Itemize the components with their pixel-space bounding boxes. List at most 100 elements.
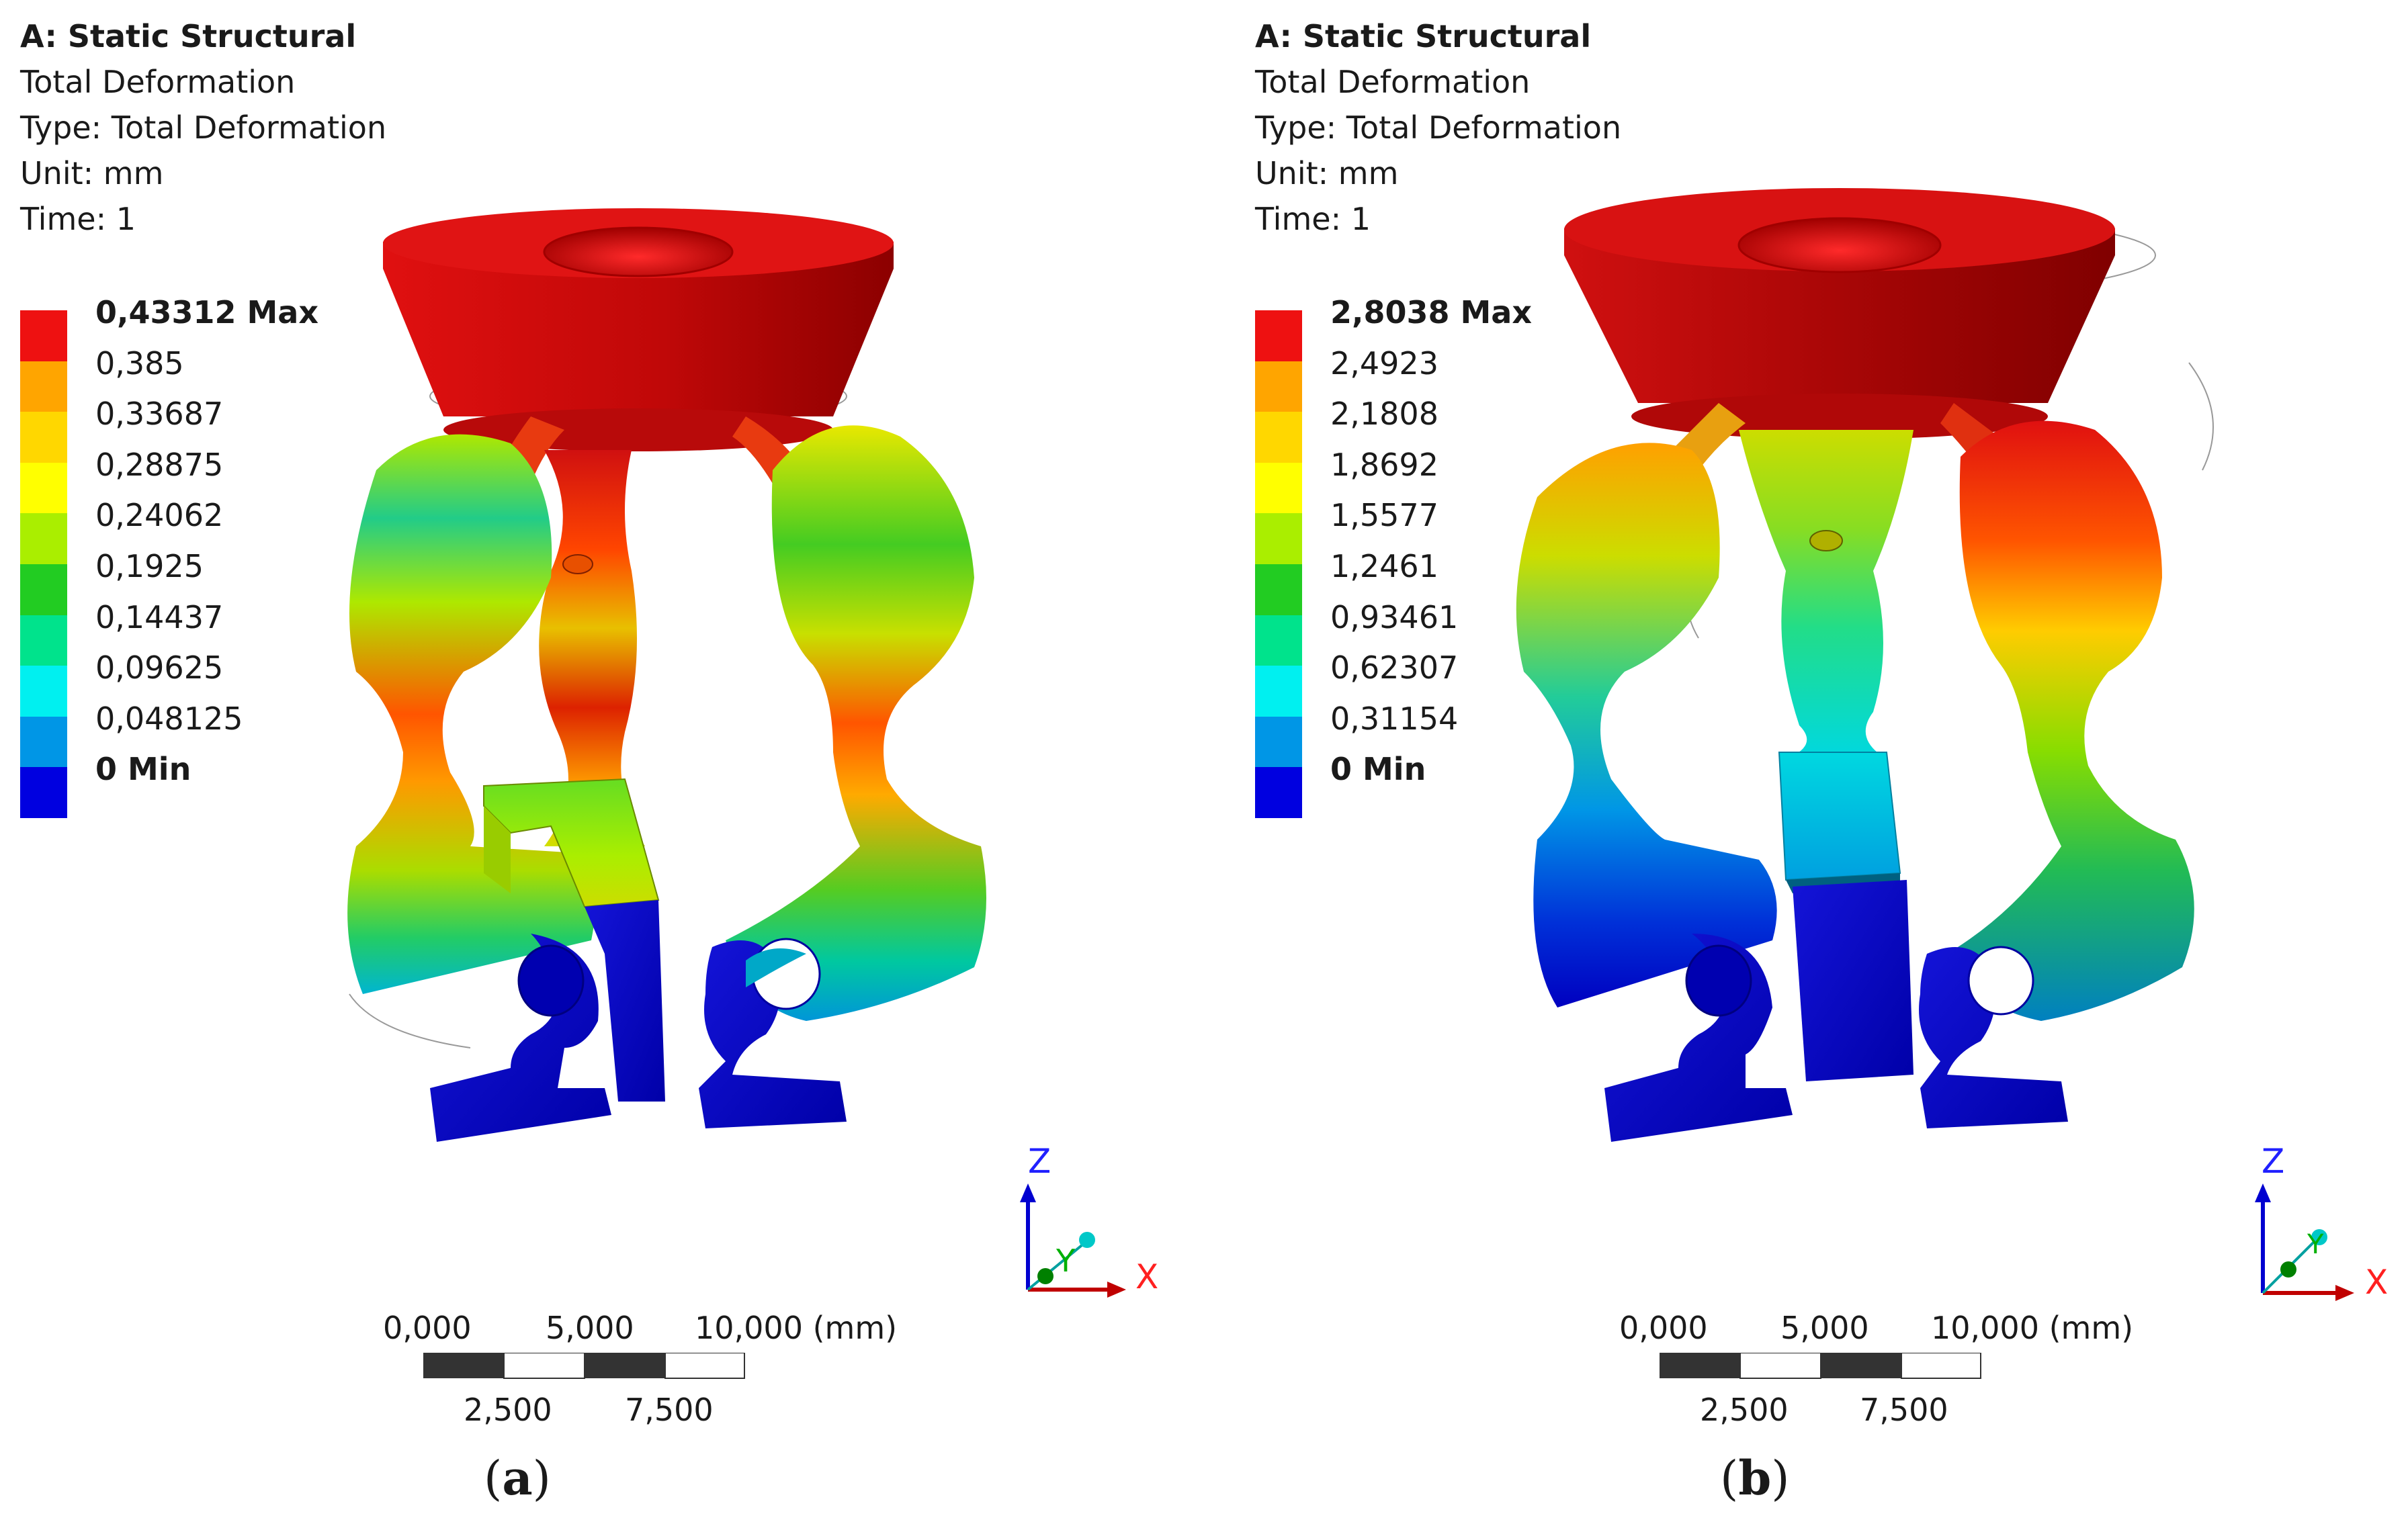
axis-y-label: Y [1056, 1243, 1076, 1279]
legend-swatch [1255, 564, 1302, 615]
scale-tick: 10,000 (mm) [695, 1310, 898, 1346]
center-base [585, 900, 665, 1102]
result-unit: Unit: mm [1255, 155, 1399, 191]
axis-x-label: X [2365, 1263, 2389, 1302]
center-block [1778, 752, 1901, 881]
legend-swatch [20, 310, 67, 361]
caption-letter: a [502, 1450, 533, 1506]
legend-swatch [1255, 716, 1302, 768]
axis-z-label: Z [1028, 1142, 1051, 1181]
legend-swatch [1255, 767, 1302, 818]
result-unit: Unit: mm [20, 155, 164, 191]
legend-swatch [20, 767, 67, 818]
legend-label: 0,24062 [95, 497, 224, 534]
cap-hole [543, 226, 734, 277]
analysis-title: A: Static Structural [1255, 18, 1592, 54]
legend-max-label: 0,43312 Max [95, 294, 319, 330]
center-base [1793, 880, 1914, 1081]
legend-label: 0,28875 [95, 446, 224, 483]
axis-y-label: Y [2307, 1229, 2324, 1260]
center-pin [1809, 530, 1843, 551]
legend-swatch [20, 361, 67, 412]
top-cap [1564, 228, 2115, 403]
analysis-title: A: Static Structural [20, 18, 357, 54]
legend-swatch [20, 412, 67, 463]
left-hook-hole [1685, 944, 1752, 1017]
panel-caption: (a) [484, 1450, 551, 1506]
scale-tick: 0,000 [1619, 1310, 1708, 1346]
legend-swatch [20, 564, 67, 615]
result-name: Total Deformation [20, 64, 296, 100]
right-hook-base [1919, 947, 2068, 1128]
center-column [1739, 430, 1914, 759]
undeformed-outline [2188, 362, 2214, 471]
scale-tick: 7,500 [1860, 1392, 1948, 1428]
axis-triad-graphic [2255, 1183, 2354, 1301]
center-column [539, 450, 645, 846]
legend-label: 0,048125 [95, 700, 243, 737]
result-type: Type: Total Deformation [1255, 109, 1622, 146]
legend-label: 0,62307 [1330, 650, 1459, 686]
scale-bar-graphic [423, 1353, 745, 1379]
scale-tick: 5,000 [1780, 1310, 1869, 1346]
legend-label: 1,8692 [1330, 446, 1438, 483]
center-block-side [484, 806, 511, 893]
legend-swatch [20, 462, 67, 514]
right-hook-edge [746, 948, 806, 987]
left-arm [1516, 443, 1777, 1008]
panel-caption: (b) [1720, 1450, 1790, 1506]
left-arm [347, 434, 596, 994]
right-hook-hole [1967, 946, 2034, 1016]
result-type: Type: Total Deformation [20, 109, 387, 146]
right-arm [1947, 420, 2194, 1021]
axis-triad: Z X Y [2249, 1142, 2408, 1316]
legend-swatch [20, 716, 67, 768]
legend-swatch [20, 666, 67, 717]
legend-label: 0,09625 [95, 650, 224, 686]
deformation-model [347, 208, 986, 1142]
legend-swatch [1255, 462, 1302, 514]
top-cap [383, 242, 894, 416]
legend-label: 0,33687 [95, 396, 224, 433]
panel-a: A: Static Structural Total Deformation T… [20, 13, 1182, 1506]
scale-tick: 2,500 [464, 1392, 552, 1428]
scale-tick: 0,000 [383, 1310, 472, 1346]
legend-swatch [1255, 361, 1302, 412]
legend-min-label: 0 Min [1330, 751, 1426, 787]
left-hook-hole [517, 944, 585, 1017]
panel-b: A: Static Structural Total Deformation T… [1235, 0, 2408, 1522]
legend-label: 0,93461 [1330, 598, 1459, 635]
legend-label: 1,5577 [1330, 497, 1438, 534]
result-info: A: Static Structural Total Deformation T… [20, 13, 386, 242]
center-block [483, 778, 660, 908]
result-name: Total Deformation [1255, 64, 1531, 100]
result-time: Time: 1 [20, 201, 136, 237]
axis-triad: Z X Y [1015, 1142, 1182, 1316]
legend-swatch [1255, 615, 1302, 666]
scale-tick: 5,000 [546, 1310, 634, 1346]
cap-hole [1737, 217, 1942, 273]
legend-min-label: 0 Min [95, 751, 191, 787]
legend-max-label: 2,8038 Max [1330, 294, 1533, 330]
legend-swatch [1255, 666, 1302, 717]
axis-triad-graphic [1020, 1183, 1126, 1298]
legend-label: 1,2461 [1330, 547, 1438, 584]
result-time: Time: 1 [1255, 201, 1371, 237]
legend-label: 2,4923 [1330, 345, 1438, 382]
right-hook-base [699, 940, 847, 1128]
legend-label: 0,14437 [95, 598, 224, 635]
legend-swatch [1255, 412, 1302, 463]
legend-swatch [1255, 310, 1302, 361]
legend-swatch [20, 615, 67, 666]
legend-swatch [1255, 513, 1302, 564]
axis-z-label: Z [2262, 1142, 2285, 1181]
legend-label: 0,385 [95, 345, 184, 382]
scale-bar-graphic [1660, 1353, 1981, 1379]
scale-tick: 2,500 [1700, 1392, 1789, 1428]
scale-tick: 7,500 [625, 1392, 714, 1428]
legend-label: 0,31154 [1330, 700, 1459, 737]
legend-label: 2,1808 [1330, 396, 1438, 433]
legend-swatch [20, 513, 67, 564]
right-arm [726, 425, 986, 1021]
caption-letter: b [1738, 1450, 1772, 1506]
